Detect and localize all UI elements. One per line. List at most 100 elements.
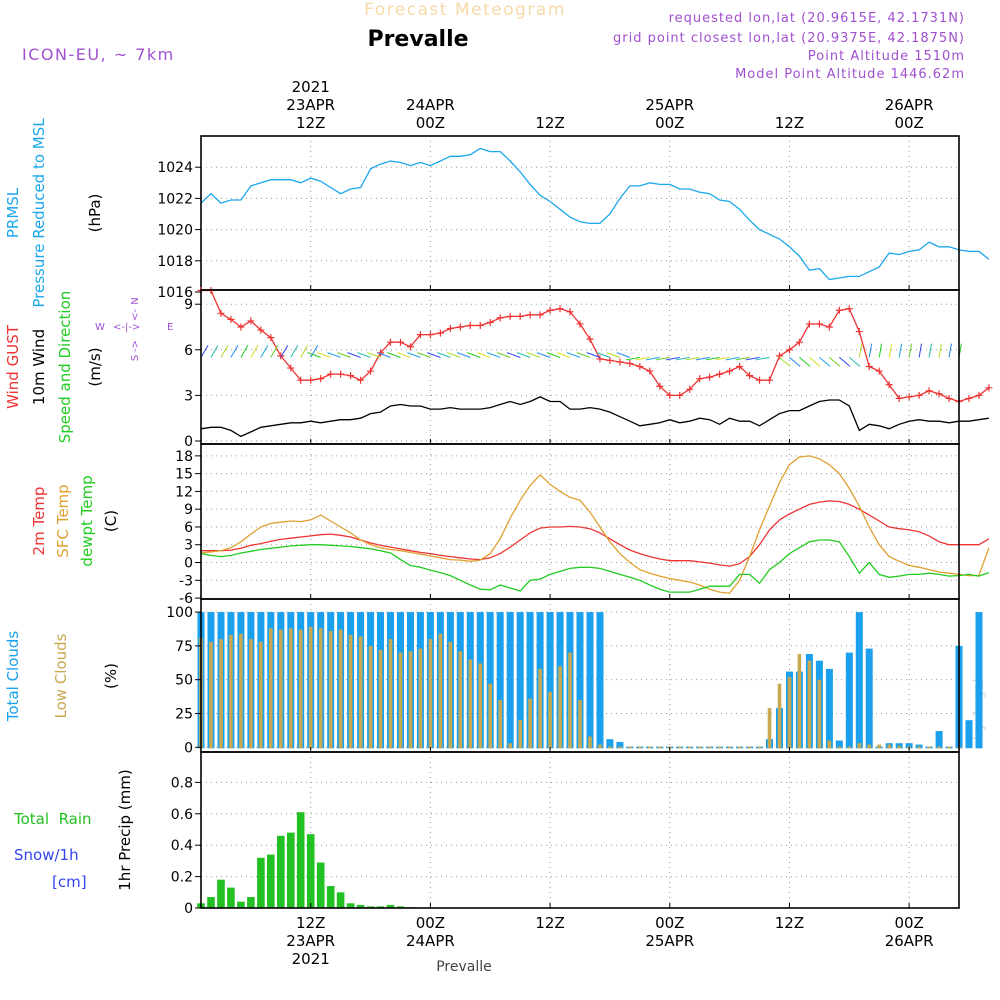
- bottom-time-label: 12Z: [296, 914, 325, 932]
- gust-marker: [756, 376, 764, 384]
- y-axis-label: 10m Wind: [30, 329, 48, 405]
- rain-bar: [207, 897, 215, 908]
- low-cloud-bar: [648, 746, 652, 749]
- wind-direction-arrow: [556, 352, 571, 358]
- low-cloud-bar: [598, 744, 602, 749]
- wind-direction-arrow: [715, 356, 730, 361]
- compass-s: S: [130, 355, 141, 361]
- y-axis-label: Pressure Reduced to MSL: [30, 118, 48, 308]
- wind-direction-arrow: [829, 357, 841, 367]
- wind-direction-arrow: [486, 352, 501, 358]
- wind-direction-arrow: [307, 352, 321, 358]
- low-cloud-bar: [368, 645, 373, 749]
- t2m-line: [201, 500, 990, 567]
- wind-direction-arrow: [868, 343, 873, 358]
- y-tick-label: 12: [175, 484, 193, 500]
- model-label: ICON-EU, ~ 7km: [22, 45, 175, 64]
- low-cloud-bar: [269, 628, 273, 749]
- gust-marker: [935, 390, 943, 398]
- y-tick-label: 25: [175, 706, 193, 722]
- precip-legend-label: Snow/1h: [14, 846, 79, 864]
- low-cloud-bar: [209, 641, 213, 749]
- svg-text:<-: <-: [130, 309, 141, 321]
- rain-bar: [316, 862, 325, 908]
- y-axis-label: 2m Temp: [30, 487, 48, 556]
- y-axis-label: dewpt Temp: [78, 475, 96, 566]
- wind-direction-arrow: [799, 357, 811, 367]
- y-tick-label: 0: [184, 434, 193, 450]
- pressure-panel: 1016 1018 1020 1022 1024 PRMSL Pressure Reduce…: [4, 118, 990, 308]
- gust-marker: [416, 331, 424, 339]
- low-cloud-bar: [757, 746, 762, 749]
- low-cloud-bar: [488, 683, 492, 749]
- low-cloud-bar: [917, 746, 921, 749]
- gust-marker: [766, 376, 773, 384]
- wind-direction-arrow: [260, 345, 269, 358]
- wind-direction-arrow: [838, 357, 851, 367]
- y-tick-label: 0: [184, 740, 193, 756]
- temperature-frame: [200, 443, 960, 600]
- low-cloud-bar: [638, 746, 642, 749]
- top-time-label: 12Z: [775, 114, 804, 132]
- top-time-label: 25APR: [645, 96, 694, 114]
- gust-marker: [576, 320, 584, 328]
- wind-direction-arrow: [516, 352, 531, 358]
- wind-frame: [200, 289, 960, 445]
- total-cloud-bar: [895, 743, 903, 749]
- low-cloud-bar: [857, 743, 862, 749]
- gust-marker: [626, 359, 634, 367]
- y-tick-label: 18: [175, 449, 193, 465]
- low-cloud-bar: [358, 636, 363, 749]
- low-cloud-bar: [687, 746, 692, 749]
- wind-direction-arrow: [606, 352, 621, 358]
- wind-direction-arrow: [878, 343, 883, 358]
- gust-marker: [307, 376, 315, 384]
- tsfc-line: [200, 455, 990, 594]
- low-cloud-bar: [628, 746, 632, 749]
- wind-direction-arrow: [789, 357, 801, 367]
- gust-marker: [596, 355, 604, 363]
- total-cloud-bar: [965, 720, 973, 749]
- svg-text:<-|->: <-|->: [113, 322, 140, 333]
- wind-direction-arrow: [586, 352, 601, 358]
- gust-marker: [277, 352, 285, 360]
- rain-bar: [227, 887, 235, 908]
- dewpt-line: [200, 539, 990, 593]
- rain-bar: [277, 835, 285, 908]
- wind-direction-arrow: [250, 345, 259, 358]
- y-axis-label: Low Clouds: [52, 633, 70, 718]
- gust-marker: [267, 334, 275, 342]
- gust-marker: [327, 370, 335, 378]
- rain-bar: [306, 834, 315, 908]
- low-cloud-bar: [289, 628, 293, 749]
- wind-direction-arrow: [616, 352, 631, 358]
- low-cloud-bar: [658, 746, 662, 749]
- low-cloud-bar: [428, 639, 433, 749]
- total-cloud-bar: [855, 612, 863, 749]
- y-tick-label: 1022: [157, 191, 193, 207]
- total-cloud-bar: [915, 744, 923, 749]
- gust-marker: [586, 335, 594, 343]
- y-tick-label: 0.8: [171, 775, 193, 791]
- low-cloud-bar: [787, 677, 792, 749]
- wind-direction-arrow: [506, 352, 521, 358]
- precip-frame: [200, 751, 960, 909]
- low-cloud-bar: [298, 629, 303, 749]
- gust-marker: [257, 326, 265, 334]
- wind-direction-arrow: [220, 345, 229, 358]
- wind-direction-arrow: [779, 357, 791, 367]
- wind-direction-arrow: [377, 352, 391, 358]
- gust-marker: [446, 325, 454, 333]
- y-axis-label: Speed and Direction: [56, 291, 74, 444]
- gust-marker: [746, 372, 754, 380]
- wind-direction-arrow: [427, 352, 441, 358]
- rain-bar: [336, 892, 345, 908]
- low-cloud-bar: [219, 639, 223, 749]
- gust-marker: [736, 363, 744, 371]
- low-cloud-bar: [518, 720, 522, 749]
- y-tick-label: 9: [184, 297, 193, 313]
- wind-direction-arrow: [725, 356, 740, 361]
- y-tick-label: 1024: [157, 160, 193, 176]
- gust-marker: [367, 367, 375, 375]
